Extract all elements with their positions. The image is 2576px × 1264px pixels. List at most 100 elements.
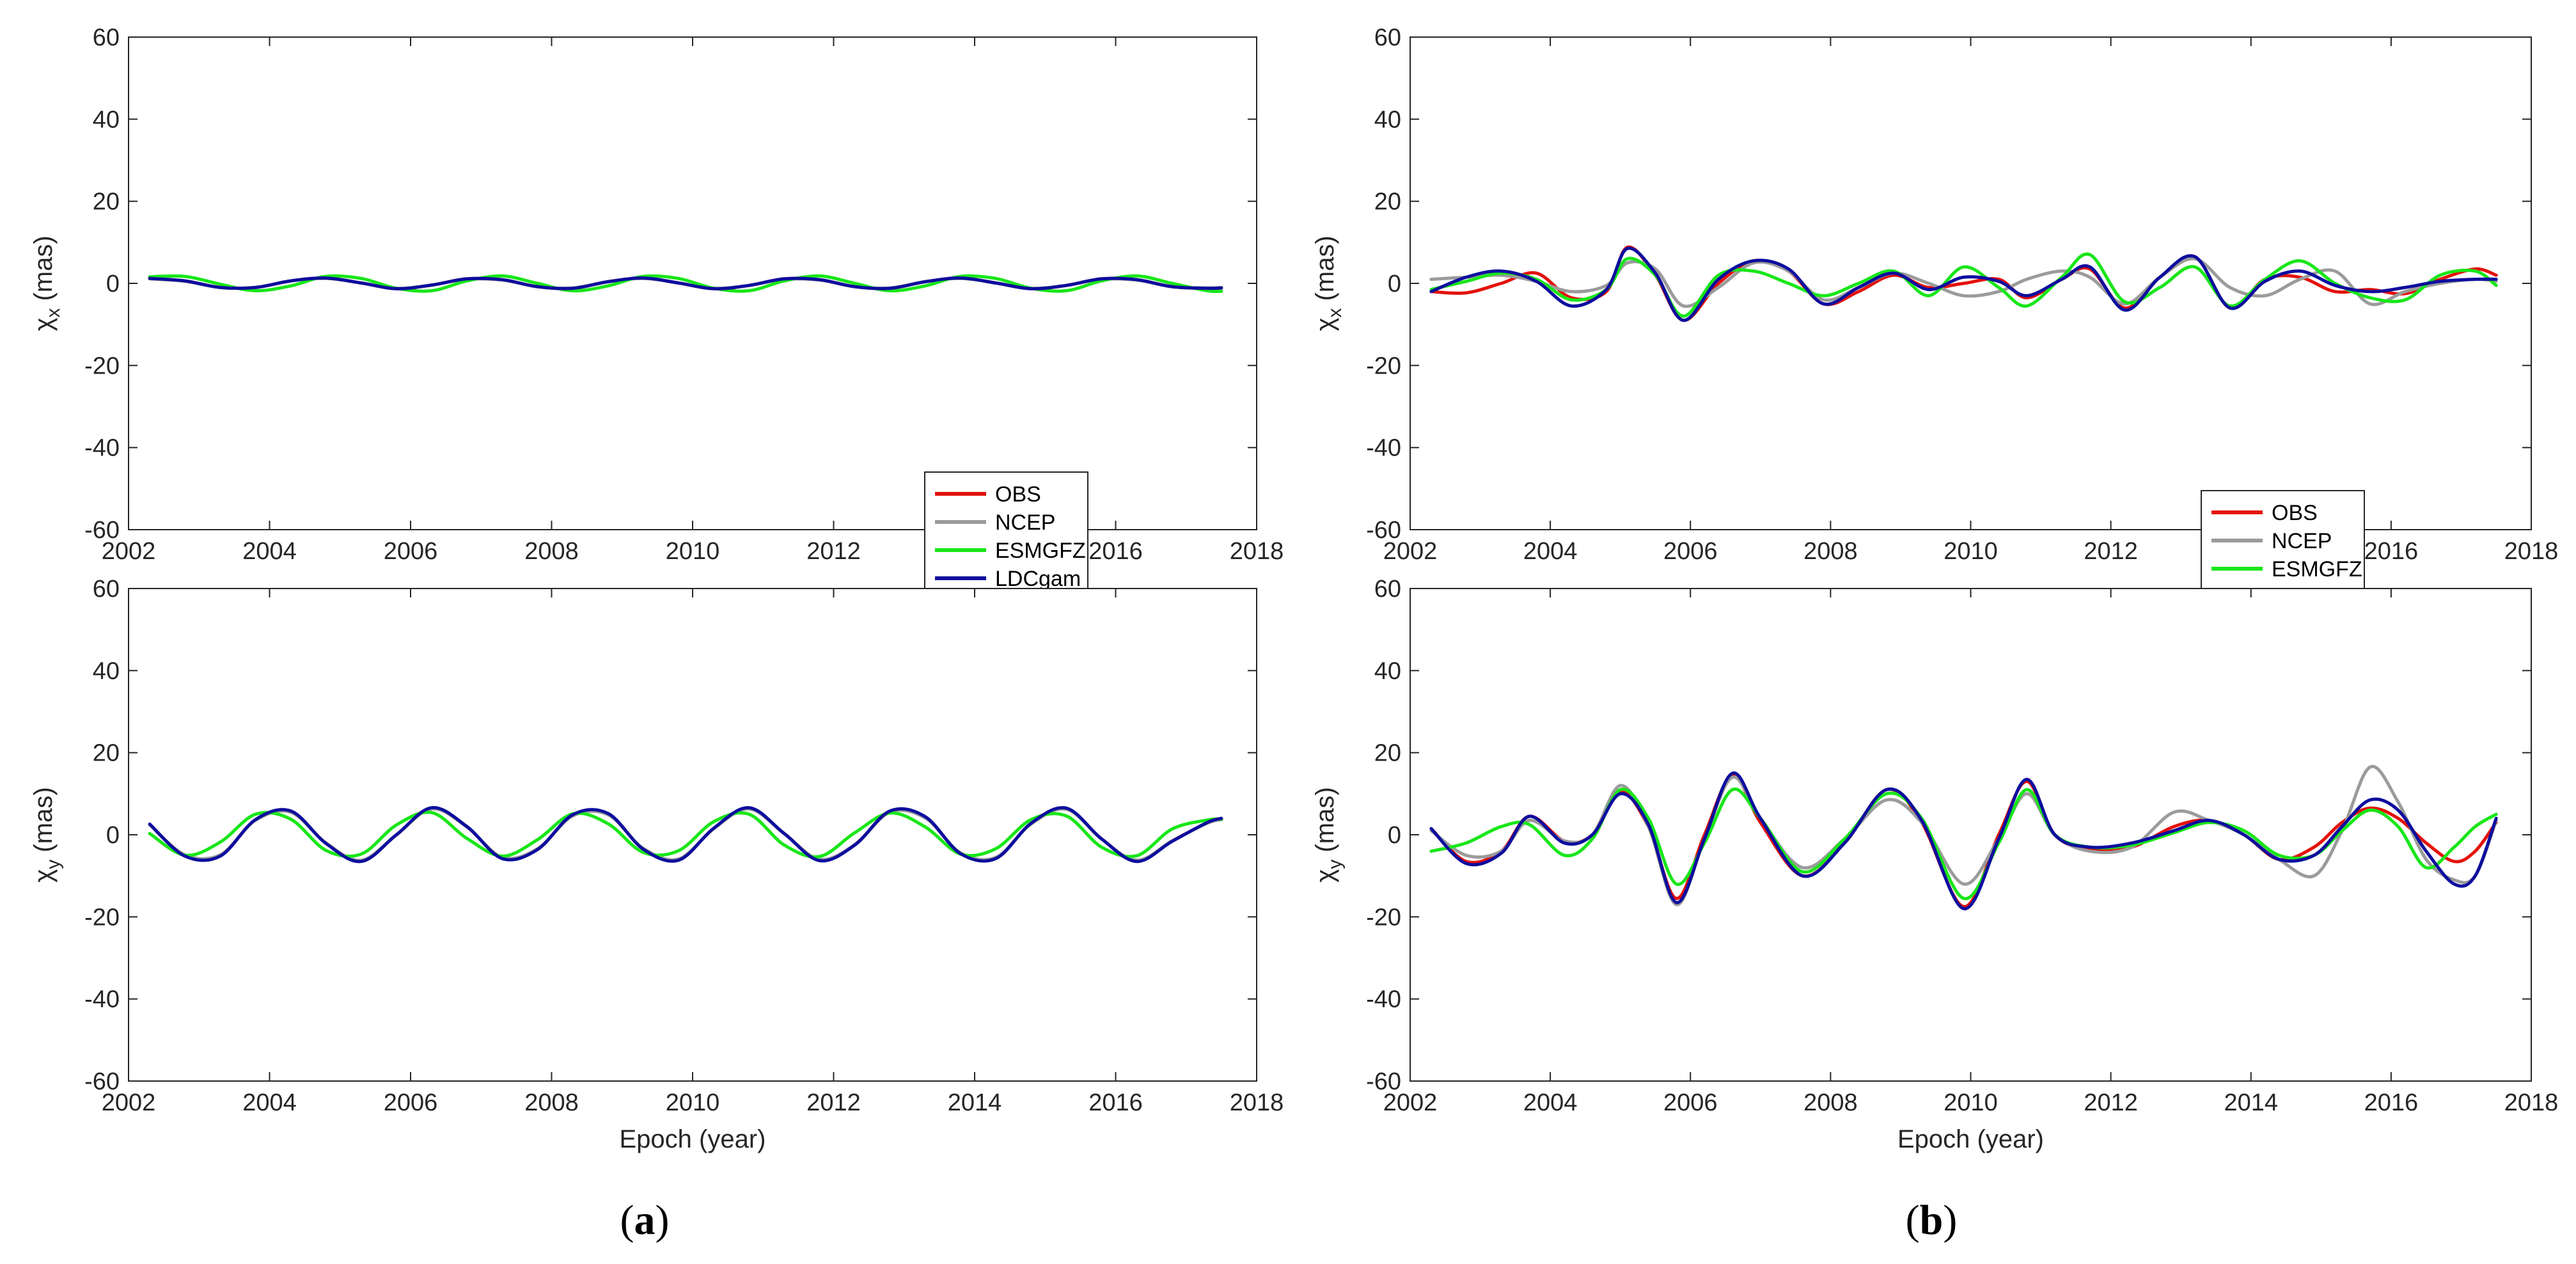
- y-tick-label: -20: [1366, 352, 1401, 379]
- legend-label-ncep: NCEP: [995, 510, 1055, 535]
- y-tick-label: 20: [93, 189, 120, 216]
- caption-a: (a): [581, 1196, 709, 1245]
- x-tick-label: 2004: [1523, 538, 1578, 565]
- x-axis-label: Epoch (year): [620, 1125, 766, 1153]
- series-line-esmgfz: [1429, 252, 2498, 318]
- legend: OBS NCEP ESMGFZ LDCgam: [924, 471, 1088, 598]
- y-tick-label: 0: [1388, 822, 1401, 849]
- x-tick-label: 2002: [102, 1089, 156, 1116]
- x-tick-label: 2016: [2364, 538, 2419, 565]
- x-axis-label: Epoch (year): [1897, 1125, 2044, 1153]
- x-tick-label: 2016: [1088, 1089, 1143, 1116]
- chart-b-top: -60 -40 -20 0 20 40 60 2002 2004 2006 2008 2010 2012…: [1311, 24, 2559, 617]
- x-tick-label: 2008: [524, 1089, 579, 1116]
- series-group: [148, 806, 1223, 864]
- y-tick-label: 0: [1388, 271, 1401, 297]
- caption-b-letter: b: [1919, 1197, 1944, 1244]
- y-tick-label: -60: [1366, 1068, 1401, 1095]
- legend-label-esmgfz: ESMGFZ: [2272, 557, 2362, 581]
- x-tick-label: 2018: [2504, 1089, 2559, 1116]
- x-tick-label: 2012: [2084, 538, 2138, 565]
- y-axis-label: χy (mas): [1311, 787, 1346, 882]
- y-tick-label: 40: [1374, 106, 1401, 133]
- series-line-ldcgam: [1429, 246, 2498, 322]
- caption-a-close: ): [655, 1197, 670, 1244]
- x-tick-label: 2018: [2504, 538, 2559, 565]
- x-tick-label: 2006: [384, 1089, 438, 1116]
- y-tick-label: 60: [1374, 576, 1401, 603]
- caption-b-open: (: [1905, 1197, 1920, 1244]
- x-tick-label: 2010: [1944, 538, 1998, 565]
- x-tick-label: 2006: [1663, 538, 1718, 565]
- y-tick-label: 60: [93, 576, 120, 603]
- y-tick-label: 0: [106, 271, 120, 297]
- x-tick-label: 2002: [1383, 538, 1438, 565]
- x-tick-label: 2014: [948, 1089, 1002, 1116]
- x-tick-label: 2010: [666, 1089, 720, 1116]
- x-tick-label: 2002: [102, 538, 156, 565]
- legend-label-ncep: NCEP: [2272, 529, 2332, 553]
- chart-a-bottom: -60 -40 -20 0 20 40 60 2002 2004 2006 2008 2010 2012…: [29, 576, 1284, 1153]
- y-tick-label: 20: [93, 740, 120, 767]
- caption-a-open: (: [620, 1197, 634, 1244]
- legend-label-esmgfz: ESMGFZ: [995, 539, 1086, 563]
- legend-label-ldcgam: LDCgam: [995, 567, 1081, 591]
- series-line-esmgfz: [1429, 787, 2498, 901]
- x-tick-label: 2010: [1944, 1089, 1998, 1116]
- y-tick-label: -60: [84, 517, 120, 544]
- x-tick-label: 2004: [242, 1089, 297, 1116]
- y-tick-label: 40: [1374, 658, 1401, 684]
- chart-b-bottom: -60 -40 -20 0 20 40 60 2002 2004 2006 2008 2010 2012…: [1311, 576, 2558, 1153]
- caption-b-close: ): [1943, 1197, 1958, 1244]
- y-tick-label: 40: [93, 106, 120, 133]
- x-tick-label: 2008: [524, 538, 579, 565]
- y-tick-label: 0: [106, 822, 120, 849]
- x-tick-label: 2010: [666, 538, 720, 565]
- series-group: [148, 274, 1223, 294]
- plot-area: [1410, 588, 2532, 1082]
- y-tick-label: -40: [84, 435, 120, 462]
- y-tick-label: -20: [1366, 904, 1401, 931]
- y-tick-label: 20: [1374, 740, 1401, 767]
- y-tick-label: 60: [93, 24, 120, 51]
- x-tick-label: 2018: [1230, 1089, 1284, 1116]
- chart-a-top: -60 -40 -20 0 20 40 60 2002 2004 2006 2008 2010 2012…: [29, 24, 1284, 598]
- x-tick-label: 2006: [384, 538, 438, 565]
- series-line-esmgfz: [148, 810, 1223, 859]
- series-line-ldcgam: [148, 276, 1223, 290]
- x-tick-label: 2012: [806, 538, 861, 565]
- x-tick-label: 2008: [1803, 1089, 1858, 1116]
- x-tick-label: 2012: [806, 1089, 861, 1116]
- series-group: [1429, 764, 2498, 911]
- y-tick-label: -40: [1366, 435, 1401, 462]
- x-tick-label: 2008: [1803, 538, 1858, 565]
- y-tick-label: -40: [84, 986, 120, 1013]
- x-tick-label: 2018: [1230, 538, 1284, 565]
- caption-b: (b): [1867, 1196, 1995, 1245]
- y-tick-label: -20: [84, 904, 120, 931]
- legend-label-obs: OBS: [995, 482, 1041, 507]
- series-line-ncep: [1429, 764, 2498, 906]
- y-tick-label: 60: [1374, 24, 1401, 51]
- caption-a-letter: a: [634, 1197, 656, 1244]
- x-tick-label: 2014: [2224, 1089, 2278, 1116]
- y-tick-label: -20: [84, 352, 120, 379]
- legend-label-obs: OBS: [2272, 501, 2318, 525]
- series-line-esmgfz: [148, 274, 1223, 294]
- x-tick-label: 2004: [242, 538, 297, 565]
- x-tick-label: 2016: [1088, 538, 1143, 565]
- x-tick-label: 2004: [1523, 1089, 1578, 1116]
- series-group: [1429, 245, 2498, 322]
- series-line-ldcgam: [1429, 771, 2498, 911]
- series-line-ldcgam: [148, 806, 1223, 864]
- x-tick-label: 2016: [2364, 1089, 2419, 1116]
- y-tick-label: 40: [93, 658, 120, 684]
- y-tick-label: -60: [1366, 517, 1401, 544]
- y-axis-label: χx (mas): [1311, 235, 1346, 331]
- y-tick-label: -40: [1366, 986, 1401, 1013]
- y-tick-label: -60: [84, 1068, 120, 1095]
- y-axis-label: χy (mas): [29, 787, 64, 882]
- x-tick-label: 2006: [1663, 1089, 1718, 1116]
- x-tick-label: 2012: [2084, 1089, 2138, 1116]
